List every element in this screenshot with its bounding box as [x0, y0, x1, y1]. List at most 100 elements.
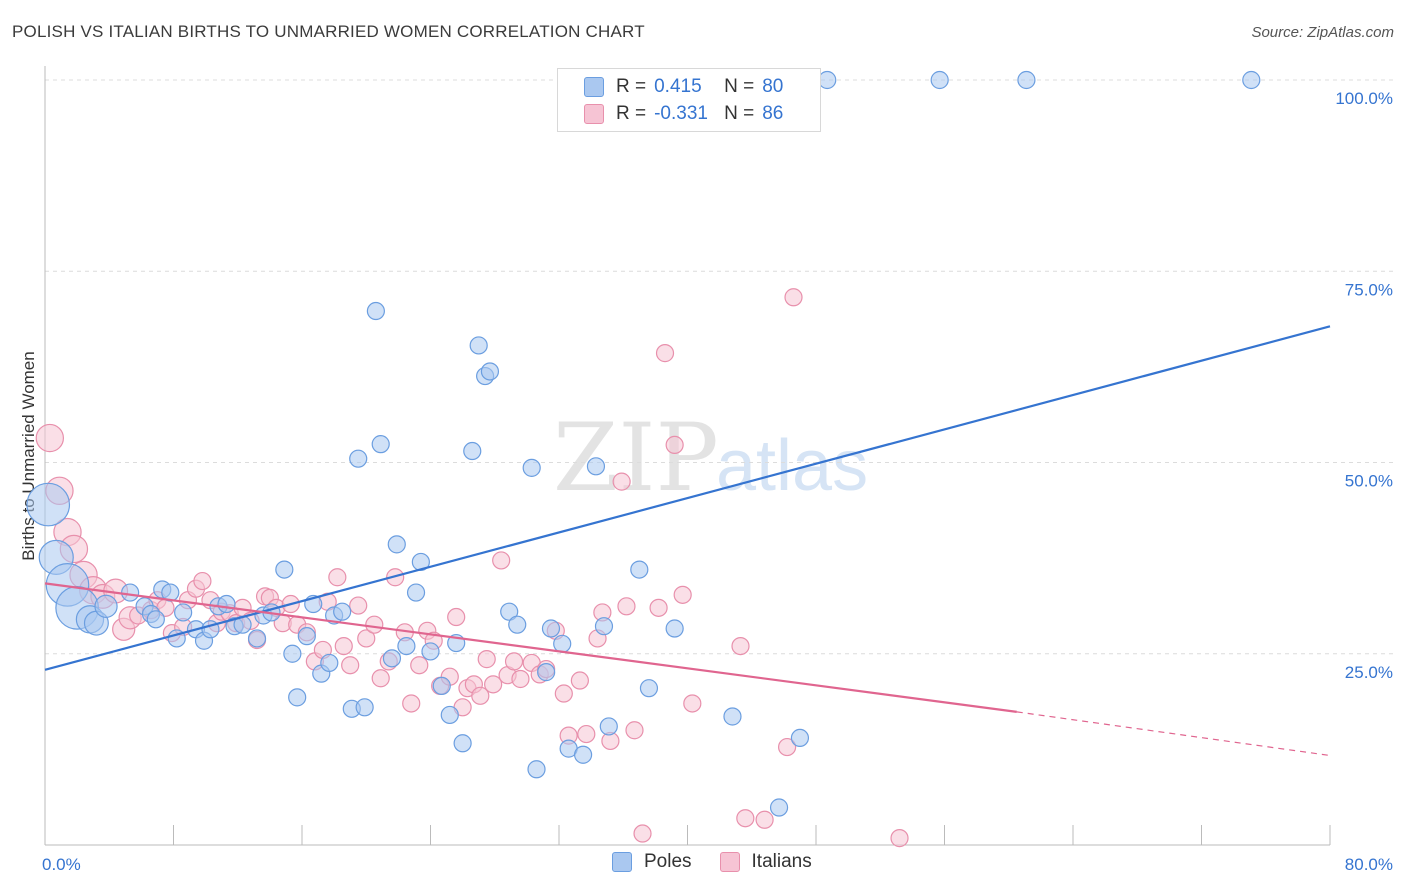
- poles-point: [665, 619, 684, 638]
- italians-point: [570, 671, 589, 690]
- italians-legend-swatch: [719, 852, 740, 872]
- poles-point: [599, 717, 618, 736]
- poles-point: [1017, 70, 1036, 90]
- r-value-poles: 0.415: [654, 76, 702, 97]
- r-label: R =: [616, 76, 647, 97]
- italians-point: [731, 636, 750, 656]
- legend-item-italians: Italians: [719, 851, 812, 873]
- poles-point: [594, 617, 614, 636]
- poles-point: [500, 602, 519, 621]
- tick-labels: 25.0% 50.0% 75.0% 100.0% 0.0% 80.0%: [42, 89, 1393, 874]
- n-value-poles: 80: [762, 76, 784, 97]
- italians-point: [471, 686, 490, 705]
- legend-row-italians: R = -0.331 N = 86: [584, 101, 783, 127]
- italians-trend-line: [44, 582, 1017, 713]
- italians-point: [625, 721, 644, 740]
- poles-point: [818, 70, 837, 90]
- italians-point: [193, 571, 212, 591]
- watermark-atlas: atlas: [716, 426, 868, 506]
- italians-point: [511, 669, 530, 689]
- italians-point: [683, 694, 702, 713]
- poles-point: [421, 642, 440, 661]
- poles-point: [527, 760, 546, 779]
- y-tick-label: 100.0%: [1335, 89, 1393, 108]
- italians-point: [410, 656, 429, 675]
- y-tick-label: 50.0%: [1345, 472, 1393, 491]
- watermark-zip: ZIP: [553, 404, 719, 513]
- poles-point: [146, 610, 165, 629]
- legend-row-poles: R = 0.415 N = 80: [584, 74, 783, 100]
- italians-point: [577, 724, 596, 744]
- chart-title: POLISH VS ITALIAN BIRTHS TO UNMARRIED WO…: [12, 22, 645, 41]
- italians-point: [35, 423, 65, 453]
- legend-item-poles: Poles: [612, 851, 692, 873]
- poles-point: [630, 560, 649, 579]
- poles-point: [541, 619, 561, 638]
- italians-points: [35, 288, 909, 848]
- poles-point: [371, 435, 390, 454]
- poles-point: [432, 676, 451, 695]
- italians-point: [334, 636, 353, 656]
- x-tick-label-max: 80.0%: [1345, 855, 1393, 874]
- watermark: ZIP atlas: [553, 404, 868, 513]
- poles-point: [573, 745, 593, 764]
- italians-point: [371, 669, 390, 688]
- poles-point: [349, 449, 368, 468]
- poles-point: [333, 602, 352, 621]
- poles-point: [553, 634, 572, 653]
- italians-point: [736, 809, 755, 828]
- italians-point: [617, 597, 636, 616]
- n-value-italians: 86: [762, 103, 784, 124]
- italians-point: [447, 607, 466, 627]
- axes: [44, 66, 1331, 846]
- poles-legend-swatch: [612, 852, 632, 872]
- y-axis-label-group: Births to Unmarried Women: [19, 351, 38, 560]
- poles-point: [639, 679, 659, 698]
- italians-point: [365, 615, 384, 634]
- source-note: Source: ZipAtlas.com: [1251, 24, 1394, 41]
- r-label: R =: [616, 103, 647, 124]
- italians-point: [492, 551, 511, 570]
- poles-point: [1242, 70, 1261, 90]
- italians-point: [633, 824, 652, 843]
- italians-point: [655, 344, 675, 363]
- italians-swatch: [584, 104, 604, 124]
- n-label: N =: [724, 103, 755, 124]
- italians-point: [402, 694, 421, 713]
- series-legend: Poles Italians: [612, 851, 840, 873]
- poles-point: [522, 458, 541, 477]
- poles-point: [440, 705, 459, 725]
- y-tick-label: 75.0%: [1345, 280, 1393, 299]
- y-axis-label: Births to Unmarried Women: [19, 351, 38, 560]
- poles-point: [723, 707, 742, 726]
- italians-point: [477, 650, 496, 669]
- italians-point: [504, 652, 524, 671]
- poles-point: [247, 629, 267, 648]
- x-tick-label-min: 0.0%: [42, 855, 81, 874]
- poles-point: [469, 336, 488, 355]
- italians-point: [349, 596, 368, 615]
- italians-point: [484, 675, 503, 694]
- poles-point: [94, 594, 118, 618]
- poles-point: [406, 583, 426, 602]
- r-value-italians: -0.331: [654, 103, 708, 124]
- italians-point: [554, 684, 573, 703]
- italians-point: [784, 288, 803, 307]
- italians-point: [890, 829, 909, 848]
- italians-point: [755, 810, 774, 829]
- poles-legend-label: Poles: [644, 851, 692, 872]
- italians-point: [649, 598, 668, 617]
- italians-point: [777, 737, 797, 757]
- poles-point: [397, 636, 416, 656]
- italians-legend-label: Italians: [751, 851, 812, 872]
- poles-point: [320, 653, 339, 673]
- italians-point: [612, 472, 631, 491]
- poles-point: [283, 644, 302, 663]
- poles-point: [463, 441, 482, 461]
- poles-point: [217, 594, 236, 614]
- gridlines: [45, 79, 1395, 655]
- poles-point: [586, 457, 606, 476]
- poles-point: [453, 734, 472, 753]
- poles-swatch: [584, 77, 604, 97]
